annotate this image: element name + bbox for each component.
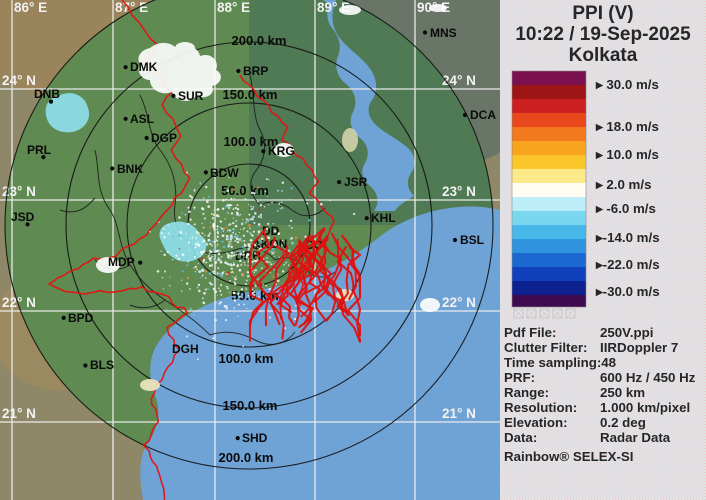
svg-text:150.0 km: 150.0 km [223,398,278,413]
svg-text:DNB: DNB [34,87,60,101]
svg-text:86° E: 86° E [14,0,47,15]
svg-text:Radar Data: Radar Data [600,430,671,445]
svg-text:21° N: 21° N [2,406,36,421]
svg-text:600 Hz / 450 Hz: 600 Hz / 450 Hz [600,370,696,385]
svg-text:1.000 km/pixel: 1.000 km/pixel [600,400,690,415]
svg-text:KRG: KRG [268,144,295,158]
svg-text:▸-14.0 m/s: ▸-14.0 m/s [595,230,660,245]
svg-text:150.0 km: 150.0 km [223,87,278,102]
svg-text:200.0 km: 200.0 km [232,33,287,48]
svg-text:Clutter Filter:: Clutter Filter: [504,340,587,355]
svg-text:Elevation:: Elevation: [504,415,568,430]
svg-text:23° N: 23° N [442,184,476,199]
svg-text:ASL: ASL [130,112,154,126]
svg-text:DCA: DCA [470,108,496,122]
svg-text:JSD: JSD [11,210,35,224]
svg-text:Resolution:: Resolution: [504,400,577,415]
svg-text:0.2 deg: 0.2 deg [600,415,646,430]
svg-text:DGP: DGP [151,131,177,145]
svg-text:▸ 18.0 m/s: ▸ 18.0 m/s [595,119,659,134]
svg-text:MNS: MNS [430,26,457,40]
svg-text:100.0 km: 100.0 km [219,351,274,366]
svg-text:DMK: DMK [130,60,158,74]
svg-text:200.0 km: 200.0 km [219,450,274,465]
svg-text:88° E: 88° E [217,0,250,15]
svg-text:Data:: Data: [504,430,537,445]
svg-text:22° N: 22° N [442,295,476,310]
svg-text:MDP: MDP [108,255,135,269]
svg-text:PRL: PRL [27,143,51,157]
svg-text:IIRDoppler 7: IIRDoppler 7 [600,340,678,355]
svg-text:21° N: 21° N [442,406,476,421]
svg-text:▸ 30.0 m/s: ▸ 30.0 m/s [595,77,659,92]
svg-text:▸-30.0 m/s: ▸-30.0 m/s [595,284,660,299]
svg-text:Rainbow® SELEX-SI: Rainbow® SELEX-SI [504,449,633,464]
svg-text:250 km: 250 km [600,385,645,400]
svg-text:PRF:: PRF: [504,370,535,385]
svg-text:Time sampling:48: Time sampling:48 [504,355,616,370]
svg-text:24° N: 24° N [442,73,476,88]
svg-text:BRP: BRP [243,64,268,78]
svg-text:▸ -6.0 m/s: ▸ -6.0 m/s [595,201,656,216]
svg-text:BLS: BLS [90,358,114,372]
svg-text:▸ 2.0 m/s: ▸ 2.0 m/s [595,177,651,192]
svg-text:JSR: JSR [344,175,368,189]
svg-text:BSL: BSL [460,233,484,247]
svg-text:DGH: DGH [172,342,199,356]
svg-text:▸-22.0 m/s: ▸-22.0 m/s [595,257,660,272]
svg-text:KHL: KHL [371,211,396,225]
svg-text:Range:: Range: [504,385,549,400]
svg-text:Pdf File:: Pdf File: [504,325,556,340]
svg-text:BDW: BDW [210,166,239,180]
svg-text:250V.ppi: 250V.ppi [600,325,653,340]
svg-text:▸ 10.0 m/s: ▸ 10.0 m/s [595,147,659,162]
svg-text:SHD: SHD [242,431,268,445]
svg-text:24° N: 24° N [2,73,36,88]
svg-text:SUR: SUR [178,89,204,103]
svg-text:BNK: BNK [117,162,143,176]
svg-text:BPD: BPD [68,311,94,325]
